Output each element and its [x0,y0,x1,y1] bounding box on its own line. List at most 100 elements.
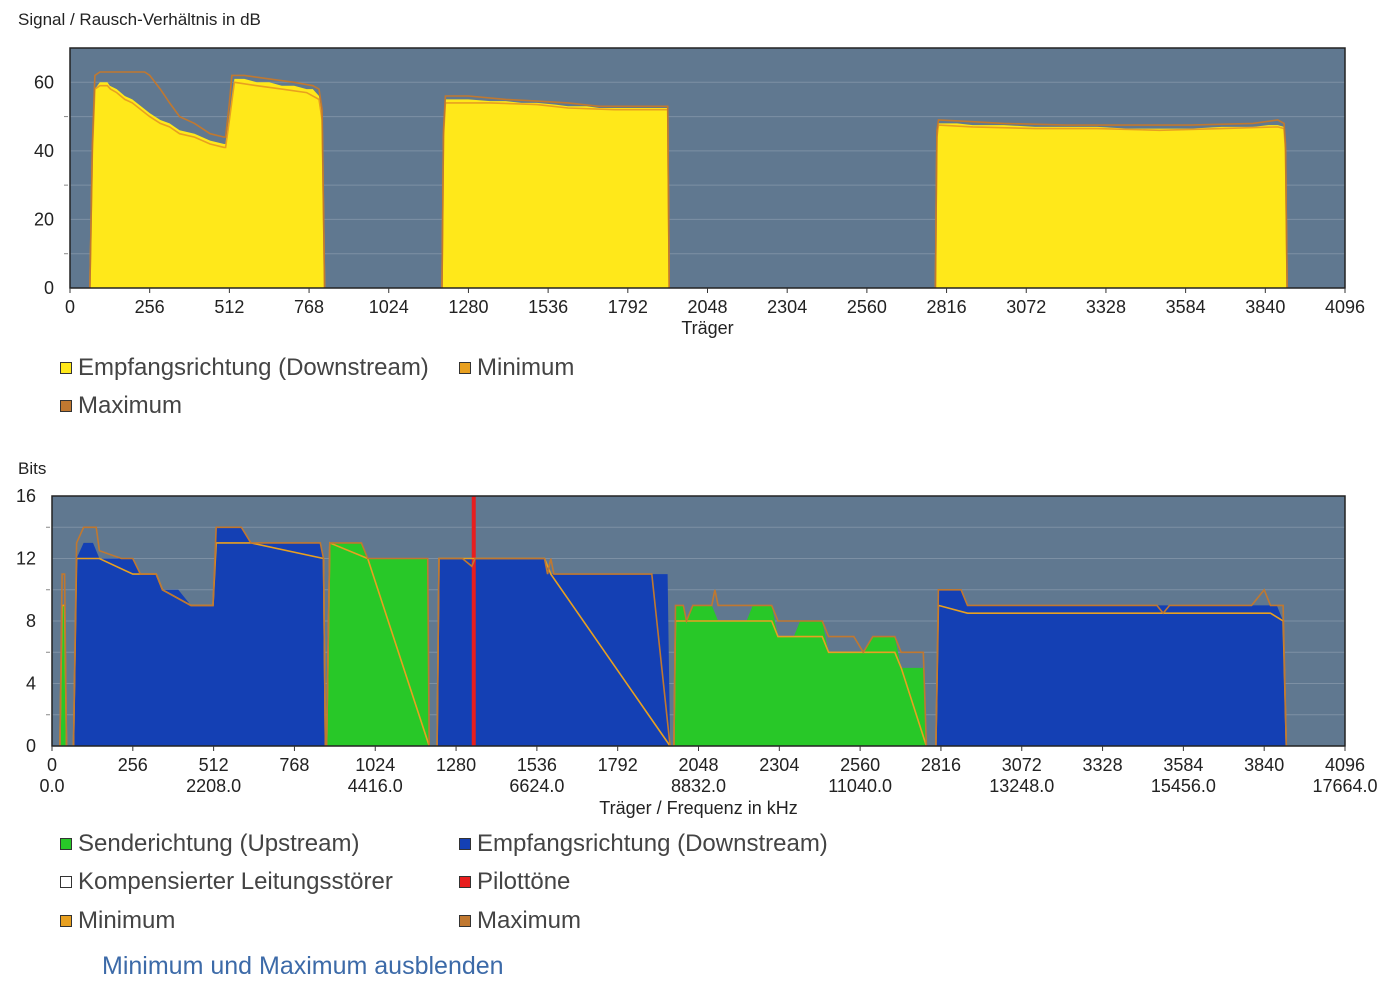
bits-maximum-line [436,557,671,747]
legend-label: Maximum [477,907,582,934]
snr-chart: 0 20 40 60 0 256 512 768 1024 1280 1536 1792 2048 230… [34,47,1365,338]
bits-chart-ylabel: Bits [18,459,47,478]
x-tick-label: 1536 [528,297,568,317]
x-tick-label: 0 [47,755,57,775]
x-tick-label: 256 [118,755,148,775]
bits-maximum-line [673,589,928,747]
x-tick-label: 0 [65,297,75,317]
downstream-bits-area [935,589,1287,746]
legend-swatch-snr-maximum [60,400,72,412]
snr-downstream-area [442,99,670,289]
legend-item-bits-minimum[interactable]: Minimum [60,907,175,935]
x-tick-label: 1280 [448,297,488,317]
legend-label: Senderichtung (Upstream) [78,830,360,857]
upstream-bits-area [673,605,927,746]
legend-swatch-pilot [459,876,471,888]
snr-chart-ylabel: Signal / Rausch-Verhältnis in dB [18,10,261,29]
legend-label: Minimum [477,354,575,381]
upstream-bits-area [326,542,430,746]
x-tick-label: 768 [294,297,324,317]
legend-swatch-bits-maximum [459,915,471,927]
legend-swatch-bits-minimum [60,915,72,927]
y-tick-label: 60 [34,72,54,92]
legend-label: Pilottöne [477,868,571,895]
x-tick-label: 1792 [608,297,648,317]
x-tick-label: 1280 [436,755,476,775]
x-tick-label: 3328 [1083,755,1123,775]
x-tick-label: 2048 [687,297,727,317]
legend-item-pilot[interactable]: Pilottöne [459,868,570,896]
x-axis-label: Träger / Frequenz in kHz [599,798,797,818]
x-tick-label: 256 [135,297,165,317]
x-tick-label-khz: 4416.0 [348,776,403,796]
x-tick-label-khz: 13248.0 [989,776,1054,796]
x-tick-label: 3072 [1006,297,1046,317]
x-tick-label: 3328 [1086,297,1126,317]
x-tick-label: 2304 [767,297,807,317]
x-tick-label: 2816 [927,297,967,317]
legend-swatch-compensated [60,876,72,888]
x-tick-label-khz: 2208.0 [186,776,241,796]
snr-minimum-line [89,81,326,289]
x-tick-label: 1024 [355,755,395,775]
legend-item-snr-downstream[interactable]: Empfangsrichtung (Downstream) [60,354,429,382]
x-tick-label: 768 [279,755,309,775]
x-tick-label: 2560 [847,297,887,317]
x-tick-label-khz: 15456.0 [1151,776,1216,796]
snr-maximum-line [89,71,326,289]
legend-label: Minimum [78,907,176,934]
bits-maximum-line [59,573,68,747]
x-tick-label: 512 [214,297,244,317]
snr-maximum-line [441,95,670,289]
x-tick-label-khz: 11040.0 [828,776,892,796]
bits-maximum-line [935,588,1288,747]
x-tick-label: 1536 [517,755,557,775]
x-tick-label: 3840 [1245,297,1285,317]
x-tick-label: 3584 [1163,755,1203,775]
x-tick-label: 2048 [678,755,718,775]
x-tick-label: 4096 [1325,755,1365,775]
x-tick-label: 3584 [1166,297,1206,317]
legend-item-downstream[interactable]: Empfangsrichtung (Downstream) [459,830,828,858]
x-tick-label: 2816 [921,755,961,775]
x-tick-label: 3072 [1002,755,1042,775]
x-tick-label: 3840 [1244,755,1284,775]
x-tick-label: 512 [199,755,229,775]
y-tick-label: 8 [26,611,36,631]
x-tick-label: 2560 [840,755,880,775]
legend-label: Empfangsrichtung (Downstream) [78,354,429,381]
bits-minimum-line [673,620,928,747]
x-tick-label: 1024 [369,297,409,317]
downstream-bits-area [437,558,671,746]
x-tick-label-khz: 6624.0 [509,776,564,796]
legend-item-compensated[interactable]: Kompensierter Leitungsstörer [60,868,393,896]
x-tick-label-khz: 17664.0 [1312,776,1377,796]
legend-label: Kompensierter Leitungsstörer [78,868,393,895]
x-tick-label: 1792 [598,755,638,775]
y-tick-label: 16 [16,486,36,506]
legend-label: Maximum [78,392,183,419]
hide-min-max-link[interactable]: Minimum und Maximum ausblenden [102,952,504,980]
y-tick-label: 0 [26,736,36,756]
y-tick-label: 12 [16,549,36,569]
bits-maximum-line [325,542,430,747]
legend-swatch-downstream [459,838,471,850]
x-tick-label: 2304 [759,755,799,775]
bits-maximum-line [72,526,327,747]
downstream-bits-area [74,527,326,746]
snr-downstream-area [935,123,1288,289]
x-tick-label-khz: 8832.0 [671,776,726,796]
legend-item-snr-maximum[interactable]: Maximum [60,392,182,420]
legend-swatch-upstream [60,838,72,850]
y-tick-label: 0 [44,278,54,298]
x-axis-label: Träger [681,318,733,338]
legend-swatch-snr-minimum [459,362,471,374]
legend-item-snr-minimum[interactable]: Minimum [459,354,574,382]
legend-item-upstream[interactable]: Senderichtung (Upstream) [60,830,359,858]
x-tick-label: 4096 [1325,297,1365,317]
y-tick-label: 40 [34,141,54,161]
y-tick-label: 4 [26,674,36,694]
snr-downstream-area [89,78,325,289]
y-tick-label: 20 [34,209,54,229]
legend-item-bits-maximum[interactable]: Maximum [459,907,581,935]
